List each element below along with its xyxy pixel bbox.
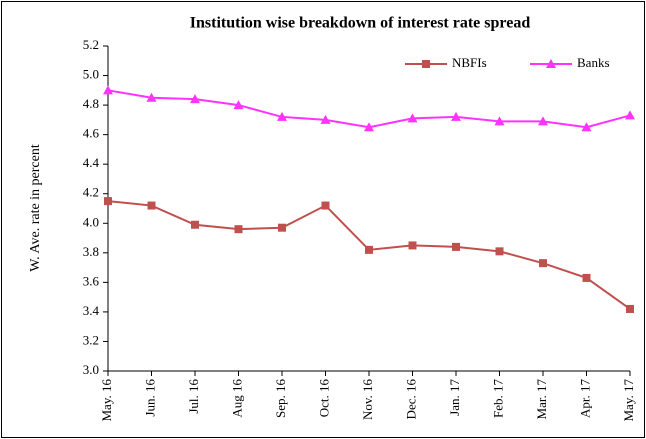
legend-label: NBFIs xyxy=(452,55,487,70)
marker xyxy=(538,116,548,126)
marker xyxy=(494,116,505,126)
marker xyxy=(626,304,634,313)
marker xyxy=(452,242,460,251)
y-tick-label: 5.0 xyxy=(83,67,99,82)
y-tick-label: 3.4 xyxy=(83,303,100,318)
marker xyxy=(581,122,592,132)
y-tick-label: 4.2 xyxy=(83,185,99,200)
x-tick-label: Jul. 16 xyxy=(186,379,201,414)
x-tick-label: Feb. 17 xyxy=(490,379,505,419)
y-tick-label: 4.0 xyxy=(83,214,99,229)
marker xyxy=(495,247,504,256)
marker xyxy=(451,111,461,121)
y-tick-label: 3.6 xyxy=(83,273,100,288)
legend-label: Banks xyxy=(577,55,610,70)
x-tick-label: Jan. 17 xyxy=(447,379,462,416)
x-tick-label: Sep. 16 xyxy=(273,379,288,419)
marker xyxy=(422,60,430,68)
x-tick-label: Apr. 17 xyxy=(577,379,592,419)
marker xyxy=(233,100,244,110)
marker xyxy=(277,111,287,121)
marker xyxy=(320,114,331,124)
marker xyxy=(103,85,113,95)
marker xyxy=(234,225,243,234)
marker xyxy=(365,245,373,254)
chart-title: Institution wise breakdown of interest r… xyxy=(190,15,531,32)
marker xyxy=(147,201,156,210)
x-tick-label: Nov. 16 xyxy=(360,379,375,421)
x-tick-label: Aug 16 xyxy=(229,379,244,418)
marker xyxy=(191,220,199,229)
y-tick-label: 3.0 xyxy=(83,362,99,377)
marker xyxy=(546,59,556,68)
y-tick-label: 4.6 xyxy=(83,126,100,141)
marker xyxy=(408,241,417,250)
marker xyxy=(407,113,418,123)
marker xyxy=(625,110,635,120)
y-tick-label: 4.8 xyxy=(83,96,99,111)
x-tick-label: Jun. 16 xyxy=(142,379,157,417)
y-tick-label: 5.2 xyxy=(83,37,99,52)
marker xyxy=(190,94,200,104)
x-tick-label: Mar. 17 xyxy=(534,379,549,420)
x-tick-label: May. 16 xyxy=(99,379,114,422)
x-tick-label: Oct. 16 xyxy=(316,379,331,418)
y-tick-label: 3.8 xyxy=(83,244,99,259)
marker xyxy=(278,223,286,232)
x-tick-label: Dec. 16 xyxy=(403,379,418,420)
y-tick-label: 4.4 xyxy=(83,155,100,170)
x-tick-label: May. 17 xyxy=(621,379,636,422)
marker xyxy=(582,273,591,282)
marker xyxy=(364,122,374,132)
marker xyxy=(539,259,547,268)
marker xyxy=(321,201,330,210)
y-tick-label: 3.2 xyxy=(83,332,99,347)
marker xyxy=(146,92,157,102)
marker xyxy=(104,197,112,206)
y-axis-label: W. Ave. rate in percent xyxy=(28,144,43,272)
